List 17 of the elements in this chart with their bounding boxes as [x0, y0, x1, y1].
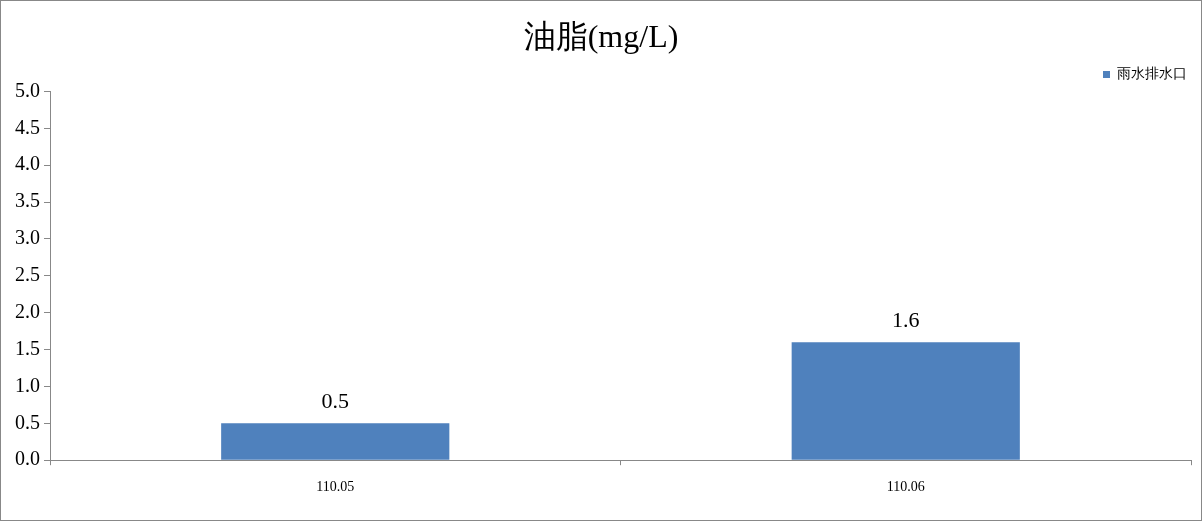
- y-tick-label: 3.5: [15, 189, 40, 212]
- y-tick-label: 1.5: [15, 336, 40, 359]
- chart-title: 油脂(mg/L): [523, 17, 679, 54]
- y-tick-label: 0.5: [15, 410, 40, 433]
- y-tick-label: 2.5: [15, 263, 40, 286]
- y-tick-label: 0.0: [15, 447, 40, 470]
- y-tick-label: 3.0: [15, 226, 40, 249]
- x-tick-label: 110.05: [316, 479, 355, 495]
- y-tick-label: 4.5: [15, 115, 40, 138]
- data-label: 1.6: [892, 306, 920, 332]
- y-tick-label: 1.0: [15, 373, 40, 396]
- y-tick-label: 5.0: [15, 78, 40, 101]
- data-label: 0.5: [321, 388, 349, 414]
- legend-label: 雨水排水口: [1117, 66, 1187, 82]
- x-tick-label: 110.06: [886, 479, 925, 495]
- y-tick-label: 2.0: [15, 299, 40, 322]
- y-tick-label: 4.0: [15, 152, 40, 175]
